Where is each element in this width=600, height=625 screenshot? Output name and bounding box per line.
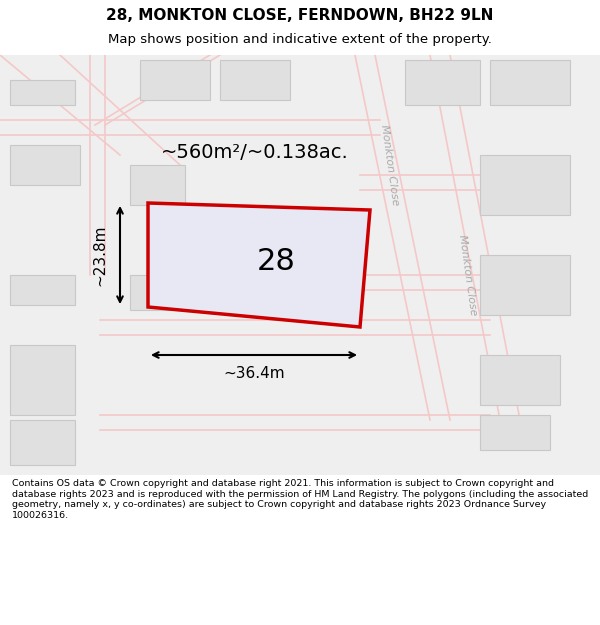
Polygon shape	[10, 145, 80, 185]
Text: Monkton Close: Monkton Close	[457, 234, 479, 316]
Polygon shape	[405, 60, 480, 105]
Text: 28, MONKTON CLOSE, FERNDOWN, BH22 9LN: 28, MONKTON CLOSE, FERNDOWN, BH22 9LN	[106, 8, 494, 23]
Polygon shape	[130, 165, 185, 205]
Text: Monkton Close: Monkton Close	[379, 124, 401, 206]
Polygon shape	[490, 60, 570, 105]
Polygon shape	[140, 60, 210, 100]
Polygon shape	[10, 80, 75, 105]
Polygon shape	[10, 345, 75, 415]
Text: ~36.4m: ~36.4m	[223, 366, 285, 381]
Polygon shape	[480, 255, 570, 315]
Text: 28: 28	[257, 248, 296, 276]
Text: ~560m²/~0.138ac.: ~560m²/~0.138ac.	[161, 144, 349, 162]
Polygon shape	[0, 55, 600, 475]
Polygon shape	[148, 203, 370, 327]
Polygon shape	[480, 155, 570, 215]
Polygon shape	[220, 60, 290, 100]
Polygon shape	[480, 415, 550, 450]
Text: ~23.8m: ~23.8m	[92, 224, 107, 286]
Polygon shape	[10, 420, 75, 465]
Text: Map shows position and indicative extent of the property.: Map shows position and indicative extent…	[108, 33, 492, 46]
Polygon shape	[10, 275, 75, 305]
Polygon shape	[130, 275, 185, 310]
Polygon shape	[480, 355, 560, 405]
Text: Contains OS data © Crown copyright and database right 2021. This information is : Contains OS data © Crown copyright and d…	[12, 479, 588, 520]
